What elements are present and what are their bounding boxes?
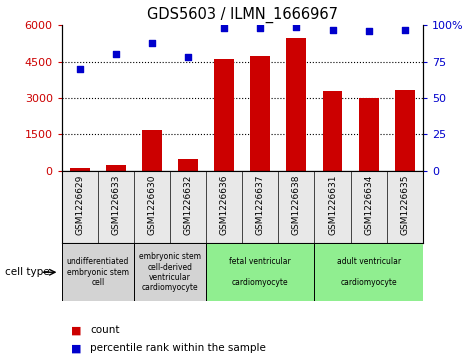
- Point: [401, 27, 408, 33]
- Text: GSM1226638: GSM1226638: [292, 174, 301, 235]
- Point: [329, 27, 336, 33]
- Text: GSM1226636: GSM1226636: [220, 174, 228, 235]
- Text: percentile rank within the sample: percentile rank within the sample: [90, 343, 266, 354]
- Bar: [106, 165, 126, 171]
- Bar: [142, 130, 162, 171]
- Text: cell type: cell type: [5, 267, 49, 277]
- Title: GDS5603 / ILMN_1666967: GDS5603 / ILMN_1666967: [147, 7, 338, 23]
- Bar: [286, 37, 306, 171]
- Text: GSM1226631: GSM1226631: [328, 174, 337, 235]
- Text: embryonic stem
cell-derived
ventricular
cardiomyocyte: embryonic stem cell-derived ventricular …: [139, 252, 201, 292]
- Bar: [323, 91, 342, 171]
- Bar: [314, 243, 423, 301]
- Bar: [62, 243, 134, 301]
- Text: fetal ventricular

cardiomyocyte: fetal ventricular cardiomyocyte: [229, 257, 291, 287]
- Text: adult ventricular

cardiomyocyte: adult ventricular cardiomyocyte: [336, 257, 401, 287]
- Text: count: count: [90, 325, 120, 335]
- Text: GSM1226634: GSM1226634: [364, 174, 373, 234]
- Bar: [206, 243, 314, 301]
- Bar: [70, 168, 90, 171]
- Bar: [359, 98, 379, 171]
- Point: [184, 54, 192, 60]
- Bar: [214, 59, 234, 171]
- Point: [76, 66, 84, 72]
- Text: ■: ■: [71, 343, 82, 354]
- Point: [148, 40, 156, 46]
- Text: GSM1226635: GSM1226635: [400, 174, 409, 235]
- Point: [256, 25, 264, 31]
- Point: [293, 24, 300, 30]
- Point: [365, 28, 372, 34]
- Text: undifferentiated
embryonic stem
cell: undifferentiated embryonic stem cell: [66, 257, 129, 287]
- Text: GSM1226633: GSM1226633: [112, 174, 120, 235]
- Text: GSM1226632: GSM1226632: [184, 174, 192, 234]
- Text: GSM1226630: GSM1226630: [148, 174, 156, 235]
- Point: [112, 52, 120, 57]
- Point: [220, 25, 228, 31]
- Text: ■: ■: [71, 325, 82, 335]
- Text: GSM1226637: GSM1226637: [256, 174, 265, 235]
- Bar: [134, 243, 206, 301]
- Bar: [250, 56, 270, 171]
- Bar: [178, 159, 198, 171]
- Text: GSM1226629: GSM1226629: [76, 174, 84, 234]
- Bar: [395, 90, 415, 171]
